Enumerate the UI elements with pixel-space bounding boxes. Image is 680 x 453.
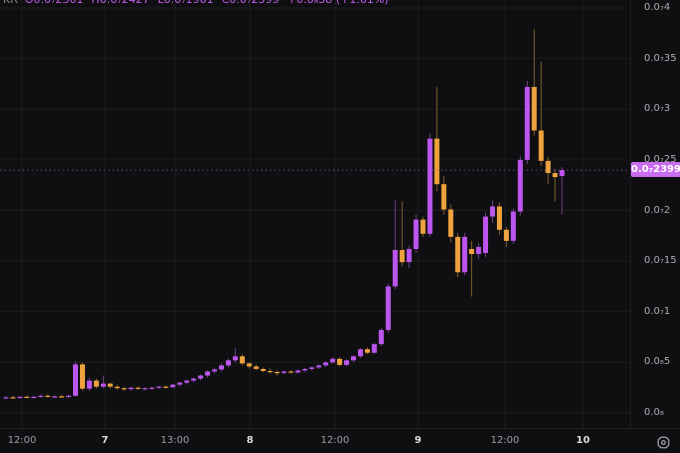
time-tick-label: 12:00 [490,435,520,446]
time-tick-label: 8 [246,435,254,446]
price-tick-label: 0.0₈5 [644,356,671,368]
ohlc-value: +0.0₈38 (+1.61%) [287,0,388,6]
horizontal-gridlines [0,7,630,414]
last-price-tag: 0.0₇2399 [631,162,680,178]
price-axis[interactable]: 0.0₇2399 0.0₇4 0.0₇35 0.0₇3 0.0₇25 0.0₇2 0.0₇… [630,0,680,428]
gear-icon [657,436,669,448]
price-tick-label: 0.0₇25 [644,153,677,165]
price-tick-label: 0.0₇4 [644,2,671,13]
vertical-gridlines [21,0,584,428]
ohlc-value: C0.0₇2399 [222,0,280,6]
time-tick-label: 12:00 [320,435,350,446]
ohlc-value: H0.0₇2427 [91,0,149,6]
price-tick-label: 0.0₇2 [644,204,671,216]
time-axis[interactable]: 12:00 7 13:00 8 12:00 9 12:00 10 [0,428,680,453]
time-tick-label: 9 [414,435,422,446]
time-tick-label: 10 [576,435,590,446]
price-tick-label: 0.0₈ [644,407,664,418]
price-tick-label: 0.0₇3 [644,103,671,115]
time-tick-label: 7 [101,435,109,446]
candlestick-chart-canvas[interactable] [0,0,630,428]
price-tick-label: 0.0₇15 [644,255,677,267]
symbol-name-fragment: KR [3,0,18,6]
candles [3,29,565,399]
time-tick-label: 12:00 [7,435,37,446]
timezone-settings-button[interactable] [654,433,672,451]
price-tick-label: 0.0₇1 [644,305,671,317]
ohlc-value: O0.0₇2361 [25,0,84,6]
time-tick-label: 13:00 [160,435,190,446]
ohlc-values: O0.0₇2361 H0.0₇2427 L0.0₇1961 C0.0₇2399 +0.0… [25,0,397,6]
price-tick-label: 0.0₇35 [644,52,677,64]
ohlc-legend: KR O0.0₇2361 H0.0₇2427 L0.0₇1961 C0.0₇2399 +0… [3,0,397,6]
ohlc-value: L0.0₇1961 [158,0,214,6]
